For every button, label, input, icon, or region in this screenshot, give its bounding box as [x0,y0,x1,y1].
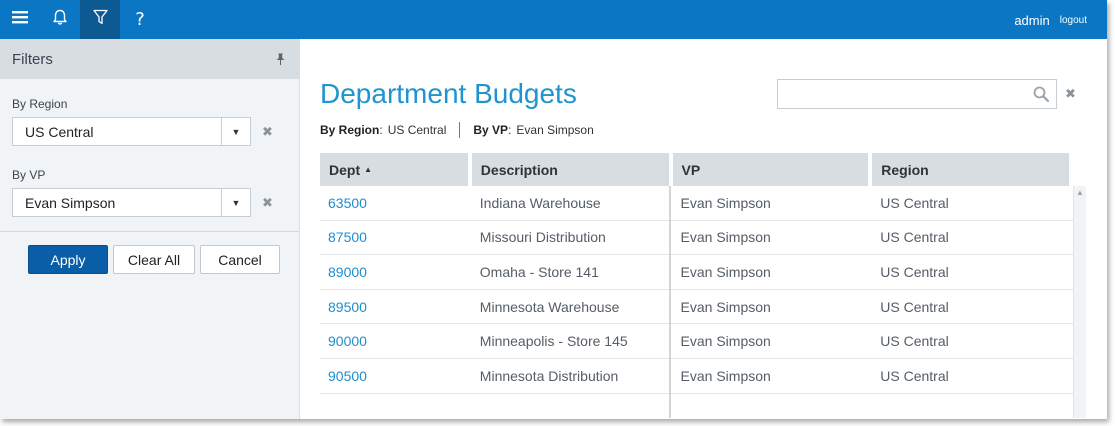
bell-icon [52,9,68,31]
region-cell: US Central [880,263,949,280]
table-row[interactable]: 89000 Omaha - Store 141 Evan Simpson US Cen… [320,255,1073,290]
region-cell: US Central [880,333,949,350]
grid-body: ▲ 63500 Indiana Warehouse Evan Simpson US C… [320,186,1086,418]
filter-actions: Apply Clear All Cancel [28,245,280,274]
region-select[interactable]: US Central ▼ [12,117,251,146]
menu-button[interactable] [0,0,40,39]
region-cell: US Central [880,229,949,246]
clear-vp-icon[interactable]: ✖ [262,194,273,210]
vp-cell: Evan Simpson [680,194,771,211]
search-input[interactable] [777,79,1057,109]
region-cell: US Central [880,298,949,315]
grid-header: Dept ▲ Description VP Region [320,153,1073,186]
column-divider [669,186,670,418]
vp-select[interactable]: Evan Simpson ▼ [12,188,251,217]
description-cell: Minnesota Warehouse [479,298,620,315]
vp-cell: Evan Simpson [680,298,771,315]
description-cell: Omaha - Store 141 [479,263,599,280]
notifications-button[interactable] [40,0,80,39]
vertical-scrollbar[interactable]: ▲ [1073,186,1086,418]
region-filter: By Region US Central ▼ ✖ [0,97,299,146]
vp-filter-label: By VP [12,168,46,182]
region-filter-label: By Region [12,97,68,111]
filter-toggle-button[interactable] [80,0,120,39]
cancel-button[interactable]: Cancel [200,245,280,274]
apply-button[interactable]: Apply [28,245,108,274]
scroll-up-icon[interactable]: ▲ [1076,188,1084,197]
filters-title: Filters [12,50,53,68]
column-header-vp[interactable]: VP [672,153,869,186]
main-content: Department Budgets ✖ By Region: US Centr… [301,39,1107,419]
table-row[interactable]: 90500 Minnesota Distribution Evan Simpson U… [320,359,1073,394]
dept-link[interactable]: 87500 [328,229,367,246]
vp-cell: Evan Simpson [680,367,771,384]
clear-all-button[interactable]: Clear All [113,245,195,274]
dept-link[interactable]: 90000 [328,333,367,350]
search-icon[interactable] [1033,86,1050,107]
crumb-vp-value: Evan Simpson [516,123,594,137]
help-button[interactable]: ? [120,0,160,39]
region-select-value: US Central [25,123,94,140]
dept-link[interactable]: 63500 [328,194,367,211]
vp-cell: Evan Simpson [680,263,771,280]
sort-ascending-icon: ▲ [364,165,373,174]
table-row[interactable]: 90000 Minneapolis - Store 145 Evan Simpson… [320,324,1073,359]
description-cell: Minnesota Distribution [479,367,619,384]
vp-cell: Evan Simpson [680,229,771,246]
page-title: Department Budgets [320,78,577,109]
column-divider [670,186,671,418]
dept-link[interactable]: 90500 [328,367,367,384]
region-cell: US Central [880,367,949,384]
region-cell: US Central [880,194,949,211]
dept-link[interactable]: 89000 [328,263,367,280]
chevron-down-icon[interactable]: ▼ [221,118,250,145]
pin-icon[interactable] [276,53,285,65]
column-header-dept[interactable]: Dept ▲ [320,153,468,186]
budget-grid: Dept ▲ Description VP Region ▲ 63500 Indi… [320,153,1086,418]
app-window: ? admin logout Filters By Region US Cent… [0,0,1107,419]
table-row[interactable]: 87500 Missouri Distribution Evan Simpson US… [320,221,1073,256]
column-header-description[interactable]: Description [471,153,669,186]
description-cell: Indiana Warehouse [479,194,601,211]
filters-header: Filters [0,39,299,79]
crumb-vp-label: By VP [473,123,509,137]
description-cell: Missouri Distribution [479,229,606,246]
vp-cell: Evan Simpson [680,333,771,350]
crumb-separator [459,122,461,138]
filter-icon [92,9,108,30]
chevron-down-icon[interactable]: ▼ [221,189,250,216]
username: admin [1014,12,1050,28]
column-header-region[interactable]: Region [872,153,1069,186]
divider [0,231,299,232]
top-bar: ? admin logout [0,0,1107,39]
help-icon: ? [135,9,145,30]
active-filters: By Region: US Central By VP: Evan Simpso… [320,122,594,138]
logout-link[interactable]: logout [1059,14,1087,26]
filters-panel: Filters By Region US Central ▼ ✖ By VP E… [0,39,300,419]
description-cell: Minneapolis - Store 145 [479,333,628,350]
user-area: admin logout [1014,0,1107,39]
clear-region-icon[interactable]: ✖ [262,123,273,139]
crumb-region-label: By Region [320,123,380,137]
table-row[interactable]: 89500 Minnesota Warehouse Evan Simpson US C… [320,290,1073,325]
dept-link[interactable]: 89500 [328,298,367,315]
vp-select-value: Evan Simpson [25,194,116,211]
table-row[interactable]: 63500 Indiana Warehouse Evan Simpson US Cen… [320,186,1073,221]
menu-icon [12,10,28,29]
crumb-region-value: US Central [387,123,447,137]
clear-search-icon[interactable]: ✖ [1065,86,1076,101]
vp-filter: By VP Evan Simpson ▼ ✖ [0,168,299,217]
